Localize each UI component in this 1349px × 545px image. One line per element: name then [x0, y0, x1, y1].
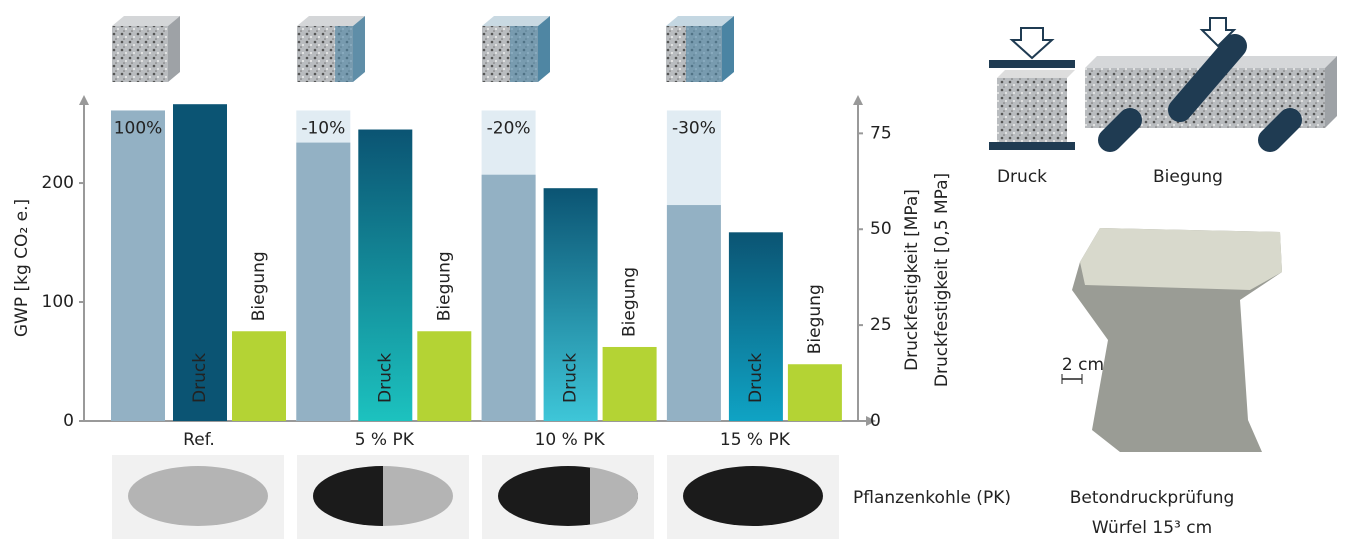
y2-tick-label: 0	[870, 411, 881, 431]
flexural-bar	[602, 346, 657, 421]
y2-tick-label: 75	[870, 123, 892, 143]
gwp-bar	[481, 174, 536, 421]
gwp-change-label: 100%	[114, 118, 163, 138]
y2-axis-label: Druckfestigkeit [MPa]	[902, 189, 922, 371]
axis-arrow	[79, 95, 89, 105]
x-tick-label: 15 % PK	[720, 430, 791, 450]
bar-series-label: Druck	[561, 353, 581, 403]
load-case-label: Druck	[997, 167, 1047, 187]
gwp-change-label: -30%	[672, 118, 716, 138]
test-label: Betondruckprüfung	[1070, 488, 1235, 508]
compression-bar	[358, 129, 413, 422]
compression-bar	[728, 232, 783, 421]
x-tick-label: Ref.	[183, 430, 215, 450]
y2-axis-label: Druckfestigkeit [0,5 MPa]	[932, 173, 952, 387]
bar-series-label: Biegung	[805, 284, 825, 354]
y-tick-label: 100	[42, 292, 74, 312]
bar-series-label: Druck	[375, 353, 395, 403]
flexural-bar	[787, 364, 842, 421]
gwp-bar	[111, 110, 165, 421]
x-tick-label: 5 % PK	[355, 430, 415, 450]
compression-bar	[543, 188, 598, 421]
y2-tick-label: 50	[870, 219, 892, 239]
gwp-change-label: -10%	[301, 118, 345, 138]
flexural-bar	[417, 331, 472, 421]
x-tick-label: 10 % PK	[535, 430, 606, 450]
biochar-label: Pflanzenkohle (PK)	[853, 488, 1011, 508]
y-tick-label: 0	[63, 411, 74, 431]
bar-series-label: Druck	[190, 353, 210, 403]
bar-series-label: Biegung	[249, 251, 269, 321]
scale-label: 2 cm	[1062, 355, 1104, 375]
cubes	[112, 16, 734, 82]
flexural-bar	[232, 331, 286, 421]
test-illustration	[989, 17, 1337, 452]
axis-arrow	[853, 95, 863, 105]
test-label: Würfel 15³ cm	[1092, 518, 1212, 538]
bar-series-label: Biegung	[620, 267, 640, 337]
bar-series-label: Druck	[746, 353, 766, 403]
load-case-label: Biegung	[1153, 167, 1223, 187]
gwp-bar	[666, 205, 721, 421]
bar-series-label: Biegung	[434, 251, 454, 321]
gwp-change-label: -20%	[487, 118, 531, 138]
axis-arrow	[866, 416, 876, 426]
y-axis-label: GWP [kg CO₂ e.]	[12, 199, 32, 337]
gwp-bar	[296, 142, 351, 421]
y2-tick-label: 25	[870, 315, 892, 335]
biochar-samples	[112, 455, 839, 539]
compression-bar	[173, 104, 227, 421]
y-tick-label: 200	[42, 173, 74, 193]
